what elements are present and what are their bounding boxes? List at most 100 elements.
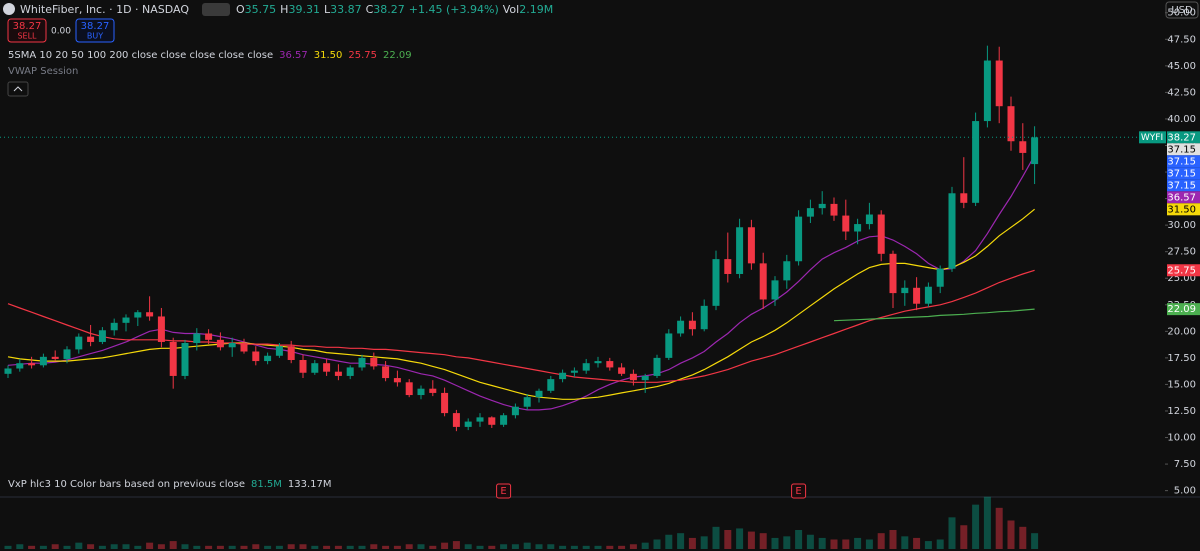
buy-price: 38.27 bbox=[81, 21, 110, 32]
volume-bar bbox=[1007, 520, 1015, 549]
candle-body bbox=[783, 261, 791, 281]
y-tick-label: 45.00 bbox=[1167, 61, 1196, 72]
candle-body bbox=[28, 363, 36, 366]
candle-body bbox=[500, 415, 508, 425]
volume-bar bbox=[1019, 526, 1027, 549]
volume-bar bbox=[311, 545, 319, 549]
volume-bar bbox=[972, 504, 980, 549]
candle-body bbox=[936, 268, 944, 287]
y-tick-label: 30.00 bbox=[1167, 220, 1196, 231]
buy-button[interactable]: 38.27 BUY bbox=[75, 18, 115, 43]
change: +1.45 (+3.94%) bbox=[409, 3, 499, 16]
volume-bar bbox=[441, 542, 449, 549]
ohlc-legend: O35.75 H39.31 L33.87 C38.27 +1.45 (+3.94%) Vo… bbox=[236, 3, 553, 16]
volume-bar bbox=[75, 542, 83, 549]
volume-bar bbox=[500, 544, 508, 549]
price-badge bbox=[1167, 155, 1200, 168]
volume-bar bbox=[795, 530, 803, 549]
candle-body bbox=[110, 322, 118, 331]
candle-body bbox=[346, 367, 354, 376]
volume-bar bbox=[594, 545, 602, 549]
volume-bar bbox=[87, 544, 95, 549]
candle-body bbox=[759, 263, 767, 300]
currency: USD bbox=[1171, 5, 1193, 16]
candle-body bbox=[63, 349, 71, 359]
volume-bar bbox=[842, 539, 850, 549]
candle-body bbox=[134, 312, 142, 318]
y-tick-label: 27.50 bbox=[1167, 247, 1196, 258]
volume-bar bbox=[417, 544, 425, 549]
price-badge bbox=[1167, 143, 1200, 156]
buy-label: BUY bbox=[87, 32, 103, 41]
currency-button[interactable]: USD bbox=[1165, 1, 1199, 19]
candle-body bbox=[641, 375, 649, 381]
candle-body bbox=[901, 287, 909, 294]
candle-body bbox=[818, 203, 826, 209]
volume-bar bbox=[382, 545, 390, 549]
price-badge bbox=[1167, 303, 1200, 316]
collapse-box bbox=[7, 81, 29, 97]
volume-bar bbox=[98, 545, 106, 549]
volume-bar bbox=[51, 544, 59, 549]
status-badge bbox=[202, 3, 230, 16]
volume-bar bbox=[334, 545, 342, 549]
event-label: E bbox=[795, 486, 801, 497]
candle-body bbox=[995, 60, 1003, 107]
candle-body bbox=[700, 305, 708, 330]
volume-bar bbox=[511, 544, 519, 549]
candle-body bbox=[87, 336, 95, 342]
vol-val: 2.19M bbox=[519, 3, 553, 16]
volume-bar bbox=[287, 544, 295, 549]
sell-button[interactable]: 38.27 SELL bbox=[7, 18, 47, 43]
event-marker bbox=[496, 483, 512, 499]
price-badge bbox=[1167, 203, 1200, 216]
volume-bar bbox=[677, 533, 685, 549]
volume-bar bbox=[240, 545, 248, 549]
volume-bar bbox=[323, 545, 331, 549]
candle-body bbox=[511, 406, 519, 416]
candle-body bbox=[216, 339, 224, 348]
candle-body bbox=[771, 280, 779, 300]
volume-bar bbox=[901, 536, 909, 549]
volume-bar bbox=[146, 542, 154, 549]
candle-body bbox=[842, 215, 850, 232]
symbol-badge-label: WYFI bbox=[1141, 133, 1163, 143]
volume-legend: VxP hlc3 10 Color bars based on previous… bbox=[8, 479, 332, 490]
candle-body bbox=[1007, 106, 1015, 142]
candle-body bbox=[1031, 137, 1039, 165]
sma-value: 36.57 bbox=[279, 50, 308, 61]
candle-body bbox=[913, 287, 921, 304]
volume-bar bbox=[936, 539, 944, 549]
candle-body bbox=[264, 355, 272, 362]
candle-body bbox=[724, 259, 732, 274]
volume-bar bbox=[889, 530, 897, 549]
candle-body bbox=[382, 366, 390, 379]
candle-body bbox=[688, 320, 696, 330]
price-badge bbox=[1167, 131, 1200, 144]
candle-body bbox=[205, 333, 213, 340]
volume-bar bbox=[653, 539, 661, 549]
candle-body bbox=[441, 392, 449, 414]
y-tick-label: 25.00 bbox=[1167, 273, 1196, 284]
volume-bar bbox=[464, 544, 472, 549]
volume-bar bbox=[193, 545, 201, 549]
candle-body bbox=[629, 373, 637, 381]
volume-bar bbox=[488, 545, 496, 549]
candle-body bbox=[653, 357, 661, 376]
volume-bar bbox=[983, 496, 991, 549]
volume-bar bbox=[28, 545, 36, 549]
candle-body bbox=[393, 378, 401, 383]
y-tick-label: 47.50 bbox=[1167, 34, 1196, 45]
candle-body bbox=[193, 333, 201, 344]
volume-bar bbox=[535, 544, 543, 549]
volume-bar bbox=[806, 534, 814, 549]
volume-bar bbox=[724, 530, 732, 549]
sell-box bbox=[7, 18, 47, 43]
candle-body bbox=[865, 214, 873, 225]
candle-body bbox=[299, 360, 307, 373]
price-badge-label: 37.15 bbox=[1167, 168, 1196, 179]
volume-bar bbox=[759, 533, 767, 549]
collapse-button[interactable] bbox=[7, 81, 29, 97]
candle-body bbox=[98, 330, 106, 342]
volume-value-2: 133.17M bbox=[288, 479, 332, 490]
